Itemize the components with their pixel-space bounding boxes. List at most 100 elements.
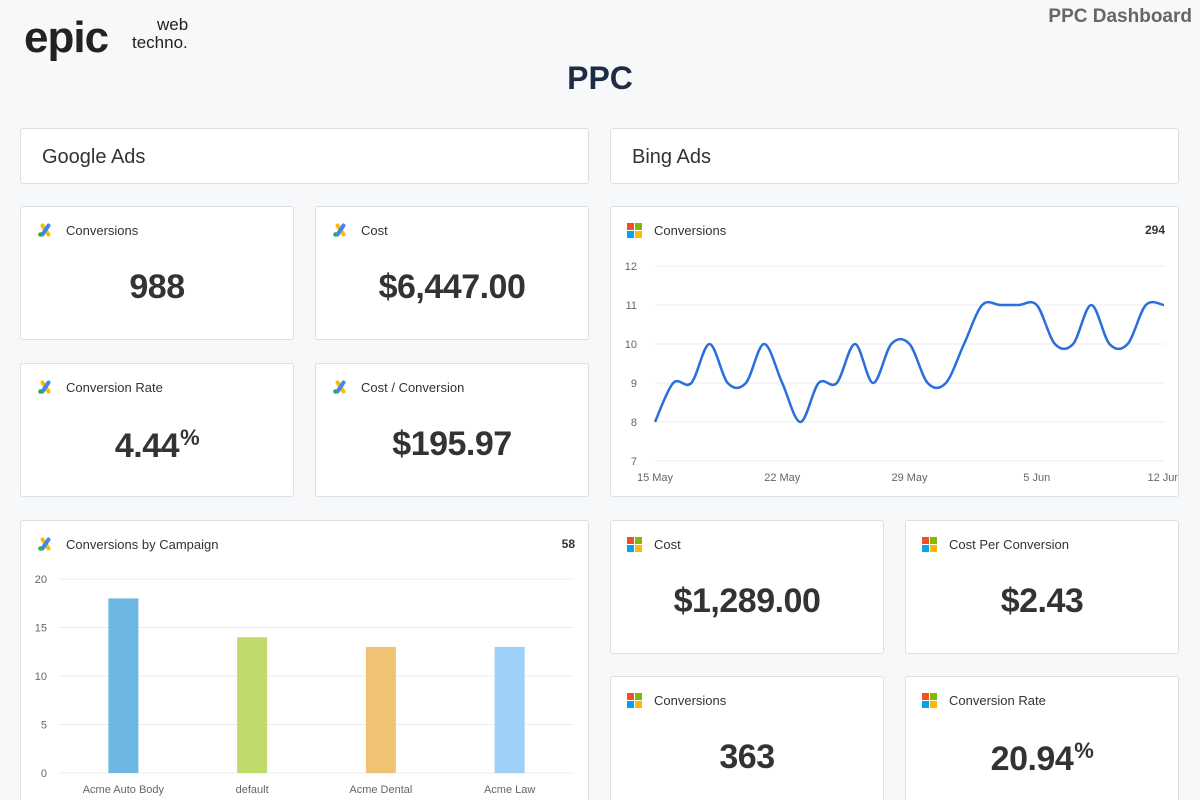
x-tick-label: default	[236, 784, 269, 796]
icon-stroke-blue	[40, 223, 51, 237]
widget-title: Cost / Conversion	[361, 379, 465, 395]
conversions-line-chart: 7 8 9 10 11 12 15 May 22 May 29 May 5 Jun 12 Jun	[625, 261, 1178, 484]
bar	[365, 646, 396, 773]
bing-ads-section-title: Bing Ads	[632, 146, 711, 168]
metric-value: 20.94%	[906, 738, 1178, 779]
widget-header: Cost / Conversion	[332, 378, 464, 396]
google-ads-section-title: Google Ads	[42, 146, 146, 168]
widget-header: Conversions	[37, 221, 138, 239]
icon-square	[635, 544, 642, 552]
metric-value: $1,289.00	[673, 582, 821, 620]
icon-square	[627, 230, 634, 238]
widget-title: Conversion Rate	[66, 379, 163, 395]
icon-square	[930, 692, 937, 700]
widget-title: Cost	[654, 536, 681, 552]
metric-value: 988	[129, 268, 185, 306]
google-cost-per-conversion-widget: Cost / Conversion $195.97	[315, 363, 589, 497]
google-ads-icon	[37, 380, 54, 394]
x-tick-label: 22 May	[764, 472, 801, 484]
x-tick-label: Acme Law	[484, 784, 535, 796]
campaign-bar-chart: 0 5 10 15 20 Acme Auto Body default Acme Dental…	[35, 574, 574, 796]
icon-square	[922, 536, 929, 544]
microsoft-ads-icon	[922, 692, 937, 708]
widget-header: Conversions by Campaign	[37, 535, 218, 553]
logo-sub-text: web techno.	[132, 16, 188, 52]
microsoft-ads-icon	[627, 692, 642, 708]
x-tick-label: Acme Dental	[349, 784, 412, 796]
icon-square	[930, 544, 937, 552]
metric-unit: %	[180, 425, 200, 450]
google-ads-section-header: Google Ads	[20, 128, 589, 184]
logo-sub-line-1: web	[157, 15, 189, 34]
widget-title: Cost Per Conversion	[949, 536, 1069, 552]
icon-stroke-blue	[335, 380, 346, 394]
icon-dot-green	[38, 546, 43, 551]
y-tick-label: 10	[625, 339, 637, 351]
icon-square	[627, 536, 634, 544]
widget-header: Cost	[627, 535, 681, 553]
x-tick-label: 12 Jun	[1147, 472, 1178, 484]
icon-dot-green	[38, 232, 43, 237]
widget-header: Conversions	[627, 691, 726, 709]
icon-square	[627, 222, 634, 230]
widget-title: Conversion Rate	[949, 692, 1046, 708]
widget-total: 58	[561, 537, 575, 551]
widget-title: Conversions	[654, 222, 727, 238]
metric-value: $6,447.00	[378, 268, 526, 306]
metric-value: 363	[719, 738, 775, 776]
y-tick-label: 9	[631, 378, 637, 390]
widget-header: Conversions	[627, 221, 726, 239]
widget-title: Conversions	[654, 692, 727, 708]
y-tick-label: 8	[631, 417, 637, 429]
metric-number: 20.94	[990, 740, 1074, 778]
bing-conversions-widget: Conversions 363	[610, 676, 884, 800]
logo-sub-line-2: techno.	[132, 33, 188, 52]
icon-dot-green	[333, 232, 338, 237]
logo-main-text: epic	[24, 13, 109, 62]
icon-stroke-blue	[40, 537, 51, 551]
icon-square	[922, 692, 929, 700]
page-title: PPC	[567, 60, 633, 96]
icon-square	[922, 700, 929, 708]
icon-stroke-blue	[335, 223, 346, 237]
y-tick-label: 7	[631, 456, 637, 468]
google-conversions-widget: Conversions 988	[20, 206, 294, 340]
google-cost-widget: Cost $6,447.00	[315, 206, 589, 340]
bing-cost-widget: Cost $1,289.00	[610, 520, 884, 654]
bar	[237, 637, 268, 773]
bar	[494, 646, 525, 773]
metric-value: $2.43	[1000, 582, 1084, 620]
x-tick-label: 5 Jun	[1023, 472, 1050, 484]
metric-value: 4.44%	[21, 425, 293, 466]
widget-header: Conversion Rate	[37, 378, 163, 396]
widget-title: Cost	[361, 222, 388, 238]
icon-square	[627, 544, 634, 552]
icon-square	[922, 544, 929, 552]
conversions-series-line	[653, 300, 1165, 424]
x-tick-label: 29 May	[891, 472, 928, 484]
icon-square	[930, 700, 937, 708]
bing-conversion-rate-widget: Conversion Rate 20.94%	[905, 676, 1179, 800]
widget-header: Cost	[332, 221, 388, 239]
y-tick-label: 12	[625, 261, 637, 273]
icon-square	[635, 222, 642, 230]
widget-title: Conversions	[66, 222, 139, 238]
metric-value: $195.97	[392, 425, 512, 463]
microsoft-ads-icon	[922, 536, 937, 552]
y-tick-label: 11	[626, 300, 637, 312]
icon-dot-green	[333, 389, 338, 394]
widget-total: 294	[1144, 223, 1165, 237]
google-ads-icon	[332, 223, 349, 237]
y-tick-label: 5	[41, 720, 47, 732]
icon-square	[635, 230, 642, 238]
icon-square	[627, 692, 634, 700]
y-tick-label: 15	[35, 623, 47, 635]
widget-header: Conversion Rate	[922, 691, 1046, 709]
y-tick-label: 0	[41, 768, 47, 780]
microsoft-ads-icon	[627, 536, 642, 552]
icon-square	[635, 692, 642, 700]
google-conversion-rate-widget: Conversion Rate 4.44%	[20, 363, 294, 497]
microsoft-ads-icon	[627, 222, 642, 238]
brand-logo: epic web techno.	[24, 12, 214, 64]
google-ads-icon	[37, 537, 54, 551]
